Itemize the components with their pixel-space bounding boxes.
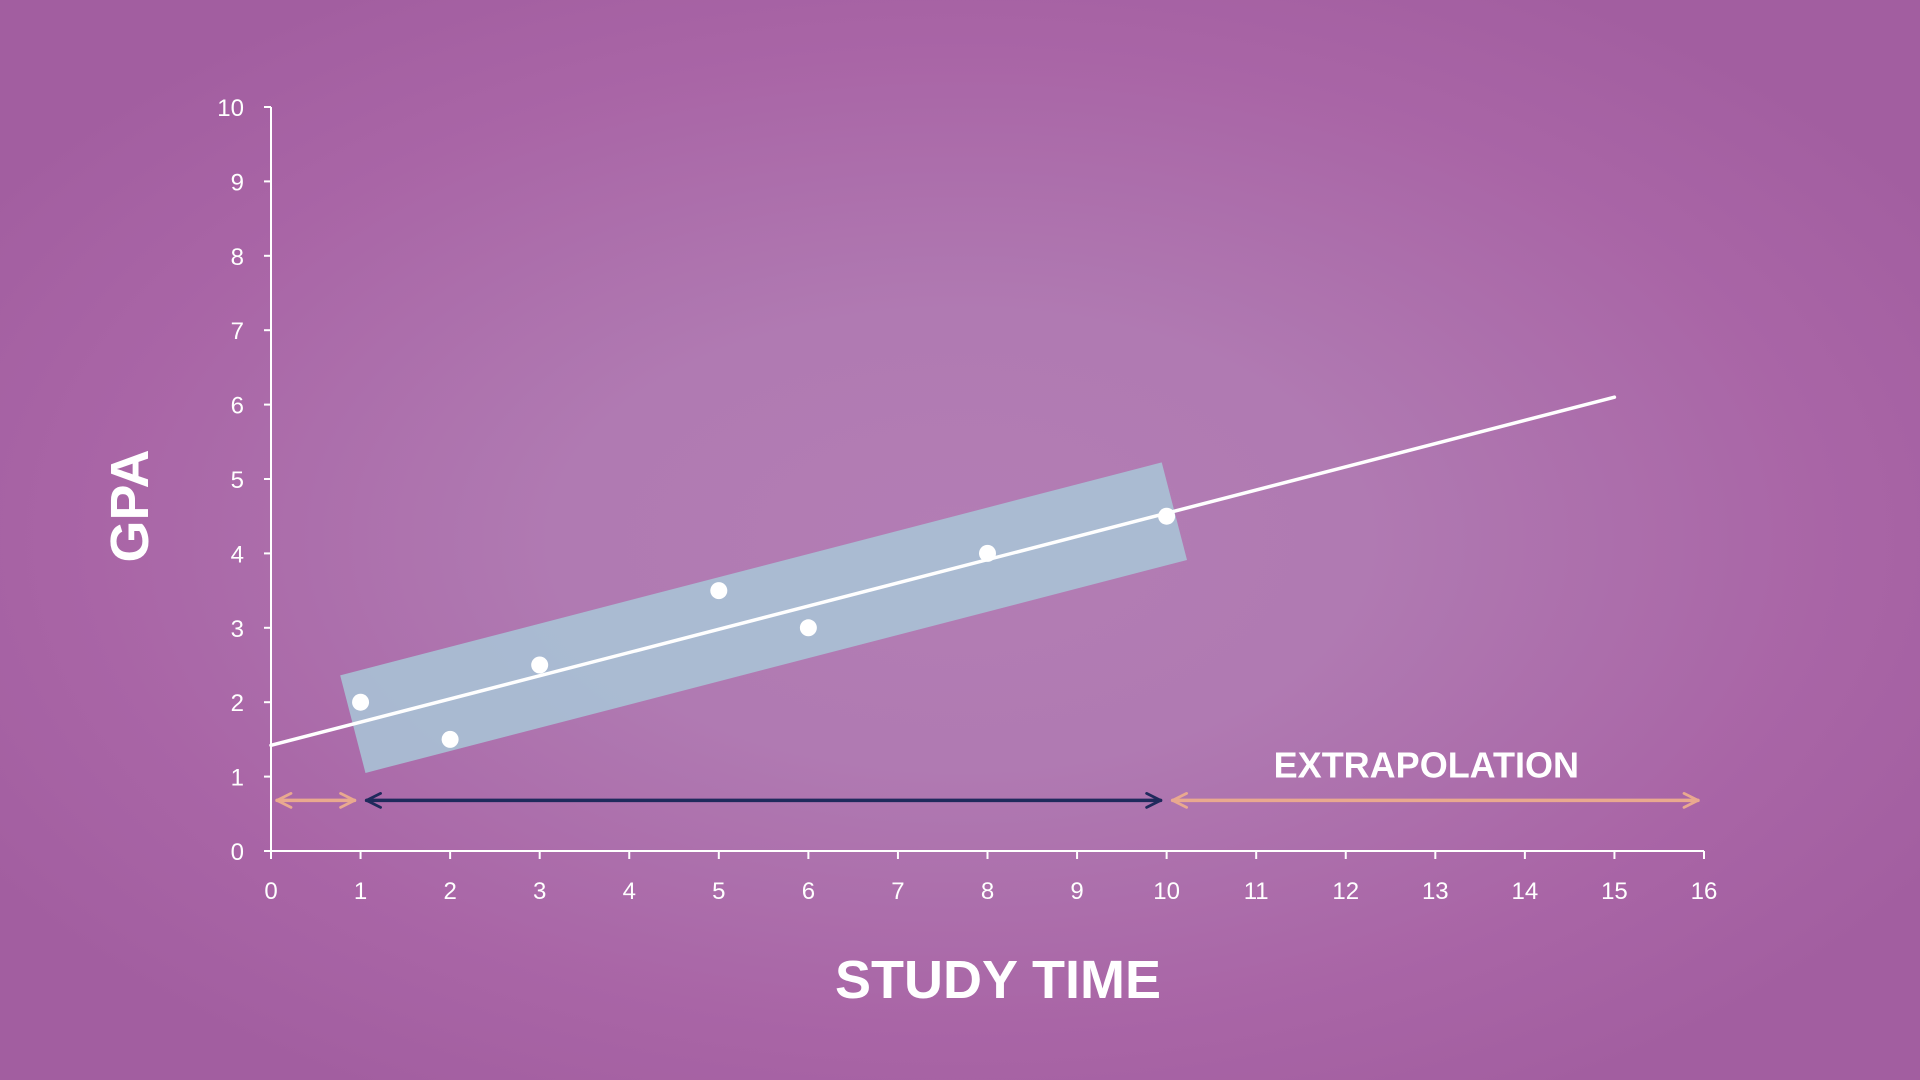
y-tick-label: 2 bbox=[231, 690, 244, 717]
x-tick-label: 10 bbox=[1153, 878, 1180, 905]
y-tick-label: 10 bbox=[217, 95, 244, 122]
regression-line-layer bbox=[269, 395, 1617, 748]
x-tick-label: 3 bbox=[533, 878, 546, 905]
regression-line bbox=[269, 395, 1617, 748]
y-tick-label: 6 bbox=[231, 393, 244, 420]
x-tick-label: 5 bbox=[712, 878, 725, 905]
x-tick-label: 11 bbox=[1244, 878, 1269, 905]
x-axis-title: STUDY TIME bbox=[835, 950, 1161, 1010]
x-tick-label: 6 bbox=[802, 878, 815, 905]
x-tick-label: 0 bbox=[264, 878, 277, 905]
x-tick-label: 4 bbox=[623, 878, 636, 905]
x-tick-label: 16 bbox=[1691, 878, 1718, 905]
y-tick-label: 7 bbox=[231, 318, 244, 345]
y-tick-label: 8 bbox=[231, 244, 244, 271]
x-tick-label: 15 bbox=[1601, 878, 1628, 905]
data-point bbox=[441, 730, 459, 748]
data-point bbox=[799, 619, 817, 637]
data-points bbox=[352, 507, 1176, 748]
x-tick-label: 14 bbox=[1512, 878, 1539, 905]
y-tick-label: 5 bbox=[231, 467, 244, 494]
x-tick-label: 12 bbox=[1332, 878, 1359, 905]
x-tick-label: 1 bbox=[354, 878, 367, 905]
x-tick-label: 7 bbox=[891, 878, 904, 905]
x-tick-label: 2 bbox=[443, 878, 456, 905]
extrapolation-label: EXTRAPOLATION bbox=[1274, 744, 1579, 785]
data-point bbox=[979, 544, 996, 562]
y-tick-label: 9 bbox=[231, 169, 244, 196]
y-tick-label: 3 bbox=[231, 616, 244, 643]
x-tick-label: 13 bbox=[1422, 878, 1449, 905]
y-axis-title: GPA bbox=[100, 449, 160, 562]
y-tick-label: 1 bbox=[231, 765, 244, 792]
y-tick-label: 4 bbox=[231, 541, 244, 568]
x-tick-label: 9 bbox=[1070, 878, 1083, 905]
data-point bbox=[531, 656, 549, 674]
y-tick-label: 0 bbox=[231, 839, 244, 866]
data-point bbox=[710, 582, 728, 600]
x-tick-label: 8 bbox=[981, 878, 994, 905]
data-point bbox=[1158, 507, 1176, 525]
axes bbox=[264, 106, 1705, 859]
data-point bbox=[352, 693, 370, 711]
